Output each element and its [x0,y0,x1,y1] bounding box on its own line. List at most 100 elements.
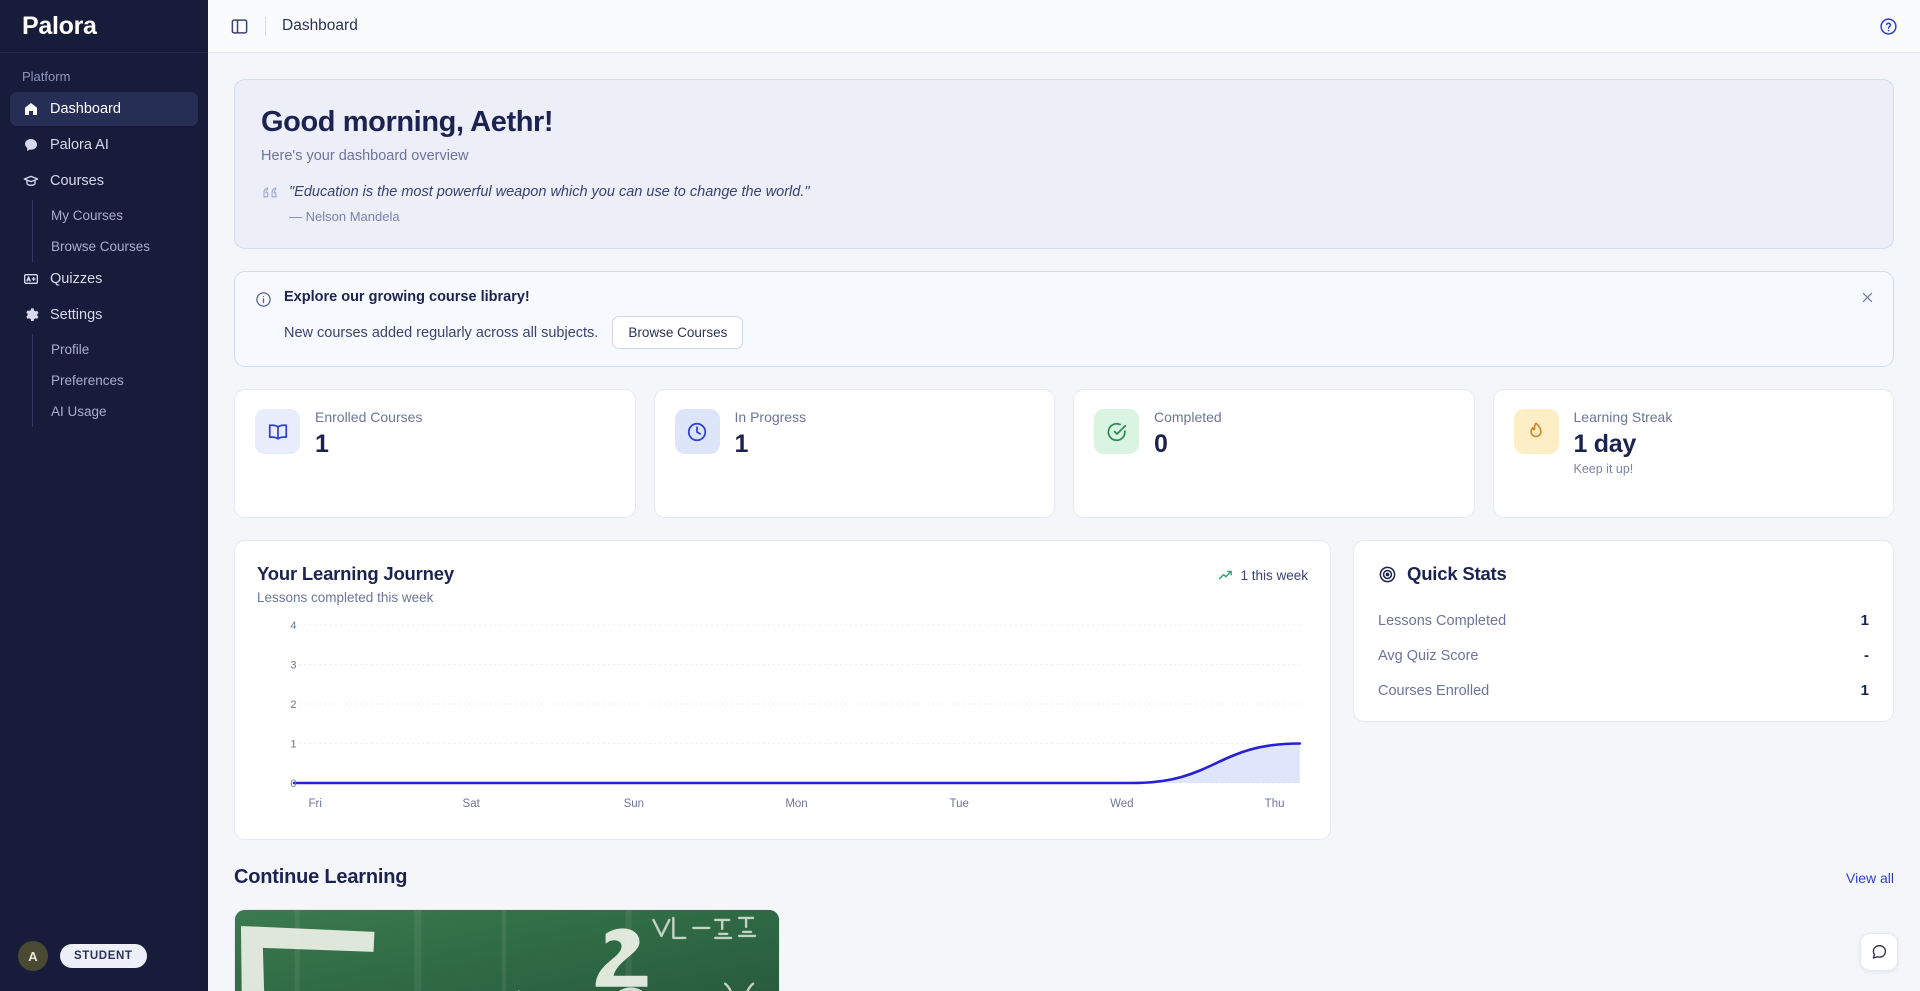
check-circle-icon [1094,409,1139,455]
chart-x-tick-label: Thu [1265,798,1285,810]
chat-bubble-icon [1872,945,1887,959]
sidebar-item-browse-courses[interactable]: Browse Courses [33,231,198,262]
chart-x-tick-label: Tue [949,798,968,810]
quote-icon [261,185,278,200]
learning-journey-card: Your Learning Journey Lessons completed … [234,540,1331,841]
quick-stats-value: 1 [1860,682,1869,700]
announcement-title: Explore our growing course library! [284,289,530,306]
main-area: Dashboard Good morning, Aethr! Here's yo… [208,0,1920,991]
quick-stats-card: Quick Stats Lessons Completed 1 Avg Quiz… [1353,540,1894,723]
avatar[interactable]: A [18,941,48,971]
sidebar-item-label: Dashboard [50,101,121,117]
sidebar-brand[interactable]: Palora [0,0,208,53]
chart-y-tick-label: 4 [290,620,296,632]
quote-author: — Nelson Mandela [289,209,400,225]
sidebar-section-label: Platform [22,69,71,84]
quick-stats-label: Avg Quiz Score [1378,647,1479,664]
announcement-row: New courses added regularly across all s… [284,316,1873,350]
chart-plot[interactable]: 0 1 2 3 4 Fri Sat Sun Mon Tue Wed Thu [257,617,1308,817]
chart-x-tick-label: Sat [463,798,481,810]
stat-label: Completed [1154,409,1222,426]
quote-text: "Education is the most powerful weapon w… [289,184,810,200]
topbar-divider [265,16,266,36]
sidebar-subitem-label: Browse Courses [51,239,151,254]
target-icon [1378,565,1397,584]
chart-svg [292,624,1302,785]
page-content: Good morning, Aethr! Here's your dashboa… [208,53,1920,991]
sidebar-item-profile[interactable]: Profile [33,334,198,365]
sidebar: Palora Platform Dashboard Palora AI [0,0,208,991]
breadcrumb: Dashboard [282,17,358,34]
quick-stats-header: Quick Stats [1378,563,1869,585]
section-title: Continue Learning [234,866,408,889]
info-circle-icon [255,291,272,308]
chart-header: Your Learning Journey Lessons completed … [257,563,1308,605]
chart-subtitle: Lessons completed this week [257,590,434,606]
sidebar-subnav-courses: My Courses Browse Courses [32,200,198,262]
close-icon[interactable] [1860,290,1875,305]
chart-x-tick-label: Wed [1110,798,1133,810]
sidebar-item-dashboard[interactable]: Dashboard [10,92,198,126]
sidebar-item-label: Palora AI [50,137,109,153]
brand-name: Palora [22,11,97,40]
quote-block: "Education is the most powerful weapon w… [261,182,1867,224]
sidebar-item-settings[interactable]: Settings [10,298,198,332]
sidebar-footer: A STUDENT [0,927,208,991]
chalkboard-image [235,910,779,991]
sidebar-nav: Dashboard Palora AI Courses My Courses [0,92,208,927]
stat-text-block: Learning Streak 1 day Keep it up! [1574,409,1673,476]
chart-y-tick-label: 0 [290,778,296,790]
stat-note: Keep it up! [1573,462,1634,477]
chat-fab-button[interactable] [1860,933,1898,971]
chart-x-tick-label: Mon [785,798,807,810]
quick-stats-row: Courses Enrolled 1 [1378,673,1869,708]
sidebar-subitem-label: Profile [51,342,90,357]
chart-trend-label: 1 this week [1240,568,1308,584]
quick-stats-label: Courses Enrolled [1378,682,1490,699]
quick-stats-value: 1 [1860,612,1869,630]
stat-card-completed: Completed 0 [1073,389,1475,519]
view-all-link[interactable]: View all [1846,869,1894,886]
stat-text-block: Enrolled Courses 1 [315,409,422,459]
quick-stats-row: Lessons Completed 1 [1378,603,1869,638]
sidebar-item-preferences[interactable]: Preferences [33,365,198,396]
stat-label: Learning Streak [1573,409,1673,426]
announcement-body: Explore our growing course library! New … [284,289,1873,350]
sidebar-subitem-label: AI Usage [51,404,107,419]
greeting-banner: Good morning, Aethr! Here's your dashboa… [234,79,1894,250]
stat-card-learning-streak: Learning Streak 1 day Keep it up! [1492,389,1894,519]
sidebar-item-my-courses[interactable]: My Courses [33,200,198,231]
sidebar-item-palora-ai[interactable]: Palora AI [10,128,198,162]
chart-line [292,742,1302,785]
avatar-initial: A [28,948,38,964]
sidebar-item-ai-usage[interactable]: AI Usage [33,396,198,427]
chart-and-stats-row: Your Learning Journey Lessons completed … [234,540,1894,841]
sidebar-item-label: Settings [50,307,103,323]
quick-stats-value: - [1864,647,1869,665]
sidebar-toggle-icon[interactable] [230,17,249,36]
sidebar-item-label: Quizzes [50,271,103,287]
stat-label: In Progress [734,409,807,426]
course-card[interactable] [234,909,780,991]
chart-y-tick-label: 3 [290,660,296,672]
greeting-subtitle: Here's your dashboard overview [261,148,469,164]
sidebar-item-label: Courses [50,173,104,189]
page-title: Good morning, Aethr! [261,106,554,138]
sidebar-subnav-settings: Profile Preferences AI Usage [32,334,198,427]
browse-courses-button[interactable]: Browse Courses [612,316,744,350]
trending-up-icon [1218,568,1233,583]
chart-y-tick-label: 2 [290,699,296,711]
help-circle-icon[interactable] [1879,17,1898,36]
sidebar-item-quizzes[interactable]: Quizzes [10,262,198,296]
chart-title: Your Learning Journey [257,563,454,585]
stat-value: 0 [1154,430,1168,459]
sidebar-subitem-label: My Courses [51,208,124,223]
flame-icon [1513,409,1559,455]
stat-value: 1 [734,430,749,459]
quick-stats-row: Avg Quiz Score - [1378,638,1869,673]
sidebar-item-courses[interactable]: Courses [10,164,198,198]
continue-learning-header: Continue Learning View all [234,866,1894,889]
quiz-card-icon [22,271,39,288]
stat-value: 1 day [1573,430,1637,459]
